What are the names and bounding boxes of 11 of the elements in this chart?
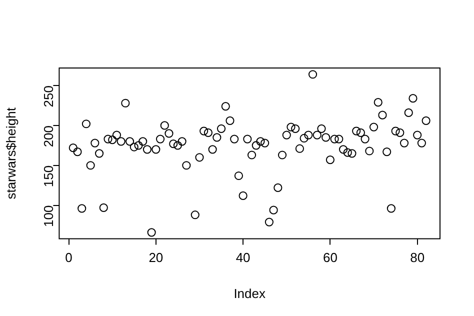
x-tick-label: 80: [410, 250, 425, 266]
y-tick-label: 150: [40, 165, 56, 188]
y-tick-label: 250: [40, 86, 56, 108]
y-tick-label: 200: [40, 125, 56, 148]
x-tick-label: 20: [148, 250, 164, 266]
x-tick-label: 60: [322, 250, 338, 266]
x-tick-label: 40: [236, 250, 250, 266]
y-axis-title: starwars$height: [3, 107, 18, 200]
x-axis-title: Index: [234, 286, 266, 301]
x-tick-label: 0: [65, 250, 72, 266]
y-tick-label: 100: [40, 205, 56, 227]
